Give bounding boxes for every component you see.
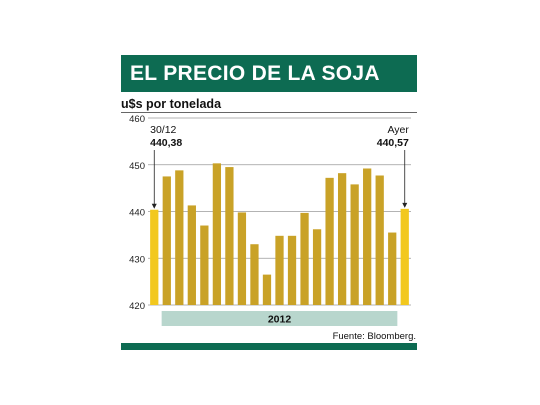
bar xyxy=(175,170,184,305)
y-tick-label: 440 xyxy=(129,208,145,219)
bar xyxy=(200,225,209,305)
year-band xyxy=(161,311,398,326)
bar-highlight xyxy=(150,209,159,305)
bar-highlight xyxy=(400,208,409,305)
annotation-value: 440,38 xyxy=(150,137,182,149)
bar xyxy=(162,176,171,305)
chart-title: EL PRECIO DE LA SOJA xyxy=(121,55,417,92)
bar xyxy=(250,244,259,305)
annotation-arrowhead xyxy=(402,202,408,208)
year-label: 2012 xyxy=(268,314,292,326)
bars xyxy=(150,163,409,305)
bar xyxy=(312,229,322,305)
y-tick-label: 460 xyxy=(129,114,145,125)
bar xyxy=(187,205,196,305)
bar xyxy=(275,235,284,305)
source-note: Fuente: Bloomberg. xyxy=(332,331,416,342)
bar xyxy=(225,167,234,305)
bar xyxy=(375,175,384,305)
bar xyxy=(262,274,272,305)
unit-divider xyxy=(121,112,417,113)
annotation-date: Ayer xyxy=(387,124,409,136)
y-tick-label: 420 xyxy=(129,301,145,312)
bar xyxy=(388,232,397,305)
unit-label: u$s por tonelada xyxy=(121,97,222,111)
bar xyxy=(363,168,372,305)
bar xyxy=(350,184,359,305)
annotation-arrowhead xyxy=(151,203,157,209)
y-axis-ticks: 420 430 440 450 460 xyxy=(129,114,145,312)
bar xyxy=(337,173,347,305)
x-axis-band: 2012 xyxy=(161,311,398,326)
bar xyxy=(300,212,309,305)
bottom-rule xyxy=(121,343,417,350)
bar xyxy=(212,163,222,305)
y-tick-label: 430 xyxy=(129,254,145,265)
annotation-value: 440,57 xyxy=(377,137,409,149)
annotation-date: 30/12 xyxy=(150,124,176,136)
y-tick-label: 450 xyxy=(129,161,145,172)
bar xyxy=(287,235,297,305)
bar xyxy=(325,177,334,305)
bar xyxy=(237,212,247,305)
